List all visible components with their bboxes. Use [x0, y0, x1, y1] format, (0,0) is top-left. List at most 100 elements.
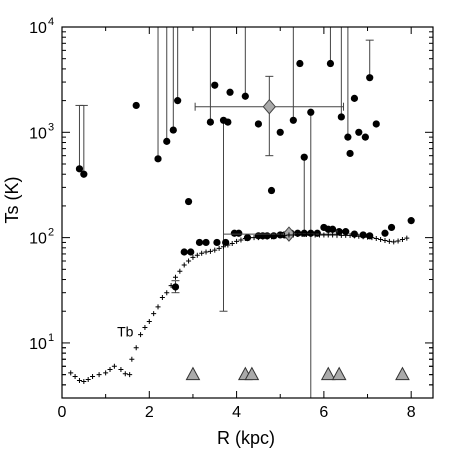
- tb-point: [155, 304, 161, 310]
- tb-point: [146, 318, 152, 324]
- tb-point: [369, 235, 375, 241]
- ts-data-point: [80, 170, 88, 178]
- tb-point: [172, 274, 178, 280]
- tb-point: [286, 232, 292, 238]
- tb-point: [203, 249, 209, 255]
- ts-data-point: [300, 153, 308, 161]
- ts-data-point: [342, 228, 350, 236]
- y-tick-exponent: 2: [48, 227, 54, 239]
- average-point: [262, 98, 276, 115]
- tb-point: [264, 234, 270, 240]
- tb-point: [159, 295, 165, 301]
- ts-data-point: [202, 238, 210, 247]
- tb-point: [142, 325, 148, 331]
- ts-data-point: [211, 81, 219, 89]
- tb-point: [190, 254, 196, 260]
- ts-data-point: [184, 197, 193, 206]
- tb-point: [103, 370, 109, 376]
- x-tick-label: 6: [319, 404, 328, 421]
- tb-point: [295, 232, 301, 238]
- plot-frame: [61, 26, 434, 399]
- y-tick-label: 10: [29, 231, 47, 248]
- tb-point: [399, 236, 405, 242]
- triangle-marker: [320, 366, 336, 381]
- tb-point: [85, 376, 91, 382]
- tb-point: [207, 248, 213, 254]
- tb-point: [199, 250, 205, 256]
- x-axis-label: R (kpc): [217, 428, 275, 448]
- ts-data-point: [366, 74, 374, 82]
- tb-point: [308, 232, 314, 238]
- ts-data-point: [326, 59, 335, 68]
- tb-point: [373, 236, 379, 242]
- tb-point: [129, 356, 135, 362]
- tb-point: [395, 238, 401, 244]
- x-tick-label: 2: [145, 404, 154, 421]
- ts-data-point: [346, 149, 354, 158]
- ts-data-point: [195, 238, 204, 247]
- ts-data-point: [224, 118, 232, 126]
- ts-data-point: [350, 94, 359, 102]
- tb-point: [251, 235, 257, 241]
- annotation: Tb: [117, 324, 134, 340]
- tb-point: [220, 244, 226, 250]
- ts-data-point: [171, 283, 180, 291]
- tb-point: [247, 235, 253, 241]
- ts-data-point: [267, 186, 276, 195]
- tb-point: [347, 232, 353, 238]
- ts-data-point: [154, 155, 162, 163]
- tb-point: [90, 374, 96, 380]
- tb-point: [168, 283, 174, 289]
- tb-point: [404, 235, 410, 241]
- ts-data-point: [241, 92, 249, 100]
- y-axis-label: Ts (K): [2, 177, 22, 224]
- tb-point: [138, 332, 144, 338]
- x-tick-label: 8: [407, 404, 416, 421]
- ts-data-point: [213, 238, 221, 247]
- tb-point: [365, 234, 371, 240]
- ts-data-point: [361, 133, 369, 141]
- tb-point: [76, 377, 82, 383]
- tb-point: [382, 237, 388, 243]
- tb-point: [81, 379, 87, 385]
- ts-data-point: [344, 133, 352, 141]
- tb-point: [338, 232, 344, 238]
- tb-point: [151, 311, 157, 317]
- x-tick-label: 0: [58, 404, 67, 421]
- ts-data-point: [407, 217, 415, 225]
- ts-data-point: [163, 137, 171, 145]
- y-tick-exponent: 3: [48, 121, 54, 133]
- tb-point: [225, 242, 231, 248]
- tb-point: [164, 290, 170, 296]
- tb-point: [269, 234, 275, 240]
- tb-point: [343, 232, 349, 238]
- triangle-marker: [244, 366, 260, 381]
- tb-point: [118, 366, 124, 372]
- tb-point: [312, 232, 318, 238]
- tb-point: [255, 235, 261, 241]
- tb-point: [282, 232, 288, 238]
- triangle-marker: [395, 366, 410, 381]
- tb-point: [273, 233, 279, 239]
- ts-data-point: [296, 59, 304, 68]
- ts-data-point: [132, 101, 140, 110]
- ts-data-point: [337, 113, 345, 121]
- ts-data-point: [387, 223, 396, 232]
- plot-area: Tb: [68, 27, 415, 398]
- y-tick-label: 10: [29, 336, 47, 353]
- tb-point: [111, 363, 117, 369]
- tb-point: [391, 239, 397, 245]
- tb-point: [96, 372, 102, 378]
- ts-data-point: [75, 165, 84, 173]
- tb-point: [386, 238, 392, 244]
- y-tick-label: 10: [29, 125, 47, 142]
- tb-point: [334, 232, 340, 238]
- ts-data-point: [381, 229, 389, 237]
- ts-data-point: [276, 128, 284, 136]
- tb-point: [194, 252, 200, 258]
- tb-point: [277, 233, 283, 239]
- y-tick-exponent: 1: [48, 332, 54, 344]
- tb-point: [212, 247, 218, 253]
